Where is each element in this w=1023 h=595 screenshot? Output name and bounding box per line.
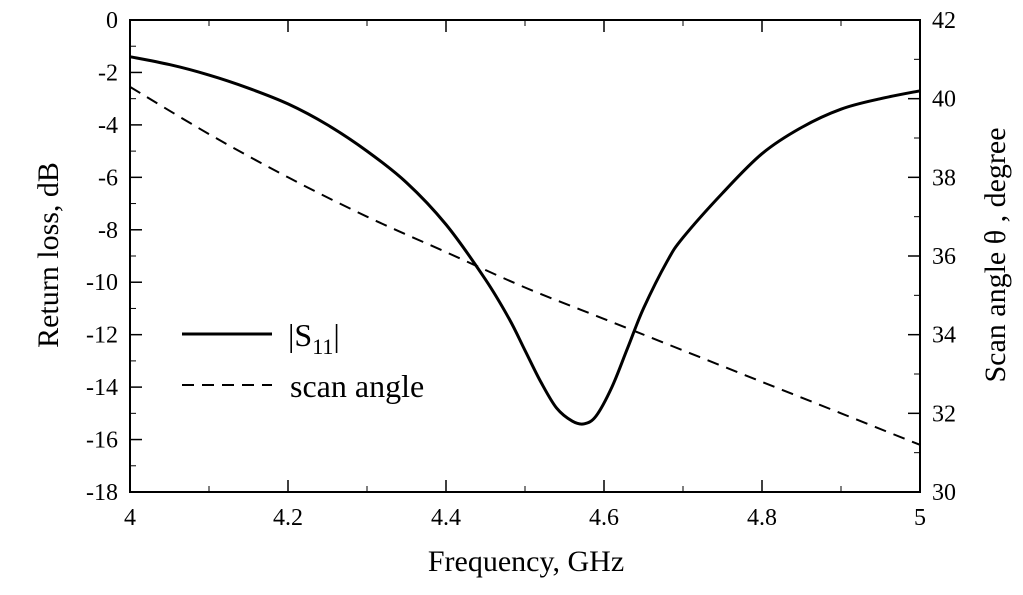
legend-label-s11: |S11|: [288, 317, 340, 359]
y2-tick-label: 34: [932, 323, 956, 349]
legend-label-s11-close: |: [333, 317, 339, 353]
y-tick-label: -16: [86, 428, 118, 454]
legend-label-s11-sub: 11: [312, 334, 333, 359]
y-tick-label: -8: [98, 218, 118, 244]
y2-tick-label: 36: [932, 244, 956, 270]
y2-tick-label: 30: [932, 480, 956, 506]
plot-frame: [129, 19, 921, 493]
tick-marks: [129, 19, 921, 493]
y-tick-label: -4: [98, 113, 118, 139]
y-tick-label: -10: [86, 270, 118, 296]
legend: |S11| scan angle: [182, 317, 424, 404]
y-tick-label: -14: [86, 375, 118, 401]
x-tick-label: 4.2: [273, 505, 303, 531]
y-tick-label: -12: [86, 323, 118, 349]
tick-labels: 4 4.2 4.4 4.6 4.8 5 0 -2 -4 -6 -8 -10 -12 -14 -16 -18 42…: [86, 8, 956, 531]
series-line-scan-angle: [129, 86, 921, 446]
legend-label-scan-angle: scan angle: [290, 368, 424, 404]
y-tick-label: -6: [98, 165, 118, 191]
series-lines: [129, 55, 921, 446]
y-tick-label: -2: [98, 60, 118, 86]
axes: [129, 19, 921, 493]
y-tick-label: -18: [86, 480, 118, 506]
legend-label-s11-main: |S: [288, 317, 312, 353]
x-tick-label: 4: [124, 505, 136, 531]
x-axis-title: Frequency, GHz: [428, 545, 624, 578]
y2-tick-label: 38: [932, 165, 956, 191]
y-tick-label: 0: [106, 8, 118, 34]
x-tick-label: 4.4: [431, 505, 461, 531]
y2-tick-label: 40: [932, 87, 956, 113]
y2-tick-label: 32: [932, 401, 956, 427]
y2-axis-title: Scan angle θ , degree: [979, 127, 1012, 382]
x-tick-label: 4.8: [747, 505, 777, 531]
y2-tick-label: 42: [932, 8, 956, 34]
x-tick-label: 4.6: [589, 505, 619, 531]
y-axis-title: Return loss, dB: [32, 162, 65, 348]
x-tick-label: 5: [914, 505, 926, 531]
series-line-s11: [129, 55, 921, 426]
